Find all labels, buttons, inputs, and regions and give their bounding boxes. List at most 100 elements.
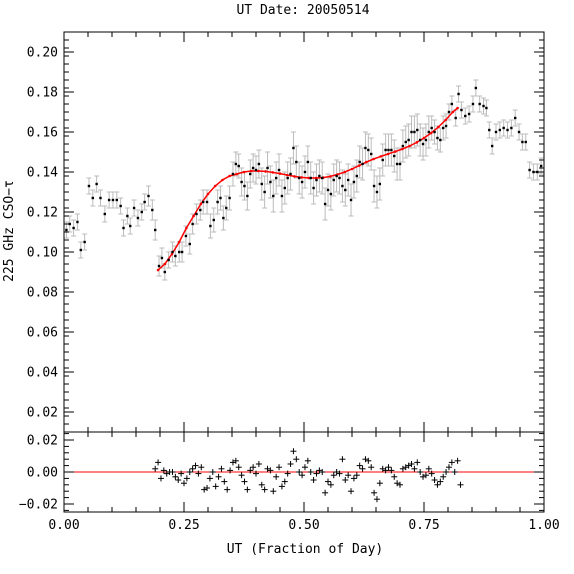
x-axis-label: UT (Fraction of Day) — [227, 542, 384, 557]
error-bars — [63, 79, 544, 281]
data-point — [219, 196, 222, 200]
data-point — [122, 226, 125, 230]
data-point — [332, 178, 335, 182]
residual-point — [172, 473, 179, 480]
data-point — [243, 184, 246, 188]
residual-point — [425, 465, 432, 472]
data-point — [514, 116, 517, 120]
residual-point — [325, 478, 331, 485]
data-point — [494, 130, 498, 134]
data-point — [209, 224, 212, 228]
fit-point — [401, 147, 404, 151]
residual-point — [339, 456, 346, 463]
fit-point — [199, 202, 203, 206]
residual-point — [198, 464, 205, 471]
data-point — [257, 162, 261, 166]
residual-point — [212, 483, 219, 490]
residual-point — [451, 469, 458, 475]
data-point — [490, 144, 494, 148]
data-point — [225, 206, 228, 210]
data-point — [115, 198, 118, 202]
residual-point — [183, 475, 190, 482]
data-point — [421, 142, 425, 146]
data-point — [274, 176, 278, 180]
fit-point — [444, 118, 447, 122]
data-point — [532, 170, 535, 174]
data-point — [157, 264, 161, 268]
data-point — [413, 130, 416, 134]
fit-point — [343, 170, 347, 174]
y-tick-label: 0.08 — [27, 286, 58, 301]
residual-point — [276, 464, 283, 471]
data-point — [160, 256, 164, 260]
fit-point — [206, 192, 210, 196]
fit-point — [235, 172, 239, 176]
residual-point — [376, 480, 383, 487]
fit-point — [429, 131, 433, 135]
tau-panel-frame — [63, 31, 545, 433]
data-point — [346, 178, 350, 182]
data-point — [506, 128, 509, 132]
fit-point — [185, 226, 188, 230]
residual-point — [175, 477, 182, 483]
y-tick-label: 0.10 — [27, 246, 58, 261]
data-point — [352, 180, 356, 184]
x-tick-label: 0.75 — [408, 518, 439, 533]
residual-point — [293, 456, 300, 463]
data-point — [140, 210, 143, 214]
fit-point — [156, 268, 160, 272]
residual-point — [244, 486, 251, 493]
residual-point — [445, 464, 452, 471]
residual-point — [253, 470, 259, 477]
residual-point — [270, 488, 277, 495]
data-point — [341, 184, 344, 188]
data-point — [335, 174, 338, 178]
data-point — [286, 176, 289, 180]
data-point — [237, 164, 240, 168]
residual-point — [195, 470, 202, 477]
data-point — [99, 196, 102, 200]
data-point — [442, 126, 445, 130]
data-point — [240, 180, 243, 184]
residual-point — [204, 485, 211, 491]
fit-point — [264, 170, 267, 173]
data-point — [418, 138, 422, 142]
fit-curve-markers — [156, 106, 459, 272]
data-point — [103, 212, 106, 216]
data-point — [195, 212, 198, 216]
data-point — [147, 194, 150, 198]
data-point — [283, 186, 286, 190]
residual-point — [273, 473, 280, 480]
data-point — [450, 102, 454, 106]
residual-point — [388, 467, 395, 474]
data-point — [344, 188, 347, 192]
residual-point — [160, 467, 167, 474]
data-point — [180, 250, 184, 254]
residual-y-ticks: −0.02 0.00 0.02 — [19, 433, 544, 513]
data-point — [407, 138, 410, 142]
fit-point — [257, 169, 260, 173]
data-point — [300, 180, 304, 184]
data-point — [171, 250, 174, 254]
residual-point — [221, 478, 228, 485]
residual-points — [152, 448, 464, 503]
y-tick-label: 0.14 — [27, 166, 58, 181]
data-point — [471, 102, 475, 106]
residual-point — [287, 461, 294, 467]
fit-point — [221, 178, 224, 182]
residual-point — [342, 477, 349, 483]
data-point — [454, 116, 457, 120]
y-tick-label: 0.12 — [27, 206, 58, 221]
residual-point — [428, 470, 435, 477]
y-tick-label: 0.06 — [27, 326, 58, 341]
data-point — [68, 222, 71, 226]
residual-point — [417, 469, 424, 475]
fit-point — [300, 176, 303, 179]
tau-y-ticks: 0.02 0.04 0.06 0.08 0.10 0.12 0.14 0.16 0.18 0.20 — [27, 31, 544, 433]
data-point — [246, 194, 249, 198]
residual-point — [348, 488, 355, 495]
data-point — [367, 148, 370, 152]
data-point — [174, 254, 177, 258]
residual-point — [391, 473, 398, 480]
residual-point — [336, 470, 343, 477]
